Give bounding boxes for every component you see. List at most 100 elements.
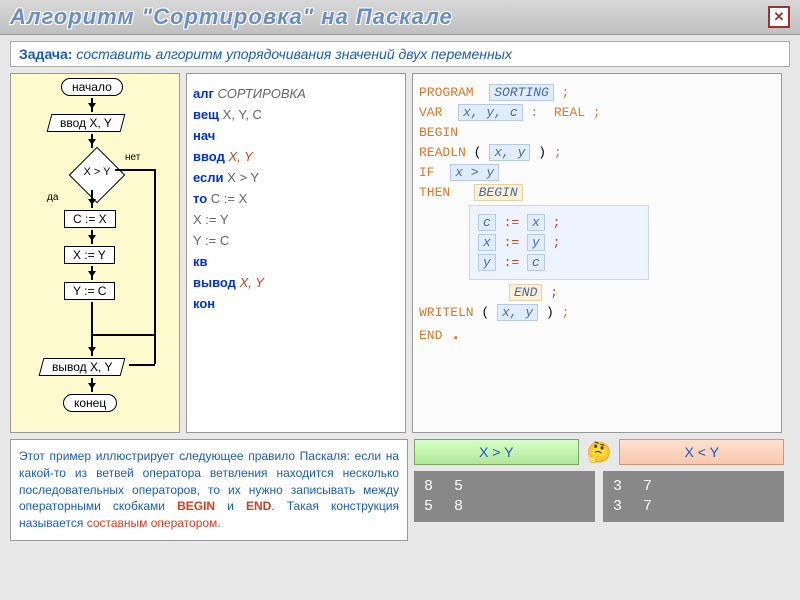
ps-args: X, Y <box>228 149 252 164</box>
pas-semi: ; <box>550 285 558 300</box>
note-text: . <box>217 516 220 530</box>
fc-arrow <box>115 169 155 171</box>
fc-arrow <box>91 266 93 280</box>
ps-kw: то <box>193 191 207 206</box>
pas-args: x, y <box>489 144 530 161</box>
pas-kw: THEN <box>419 185 450 200</box>
fc-input-text: ввод X, Y <box>60 116 112 130</box>
fc-output-text: вывод X, Y <box>52 360 112 374</box>
pas-args: x, y <box>497 304 538 321</box>
pas-line: c := x ; <box>478 215 640 230</box>
pas-kw: VAR <box>419 105 442 120</box>
button-row: X > Y 🤔 X < Y <box>414 439 784 465</box>
pas-l: c <box>478 214 496 231</box>
note-kw: составным оператором <box>87 516 218 530</box>
note-kw: END <box>246 499 271 513</box>
pas-kw: IF <box>419 165 435 180</box>
fc-arrow <box>91 230 93 244</box>
task-text: составить алгоритм упорядочивания значен… <box>76 46 512 62</box>
ps-cond: X > Y <box>227 170 259 185</box>
pas-assign: := <box>504 235 520 250</box>
fc-end: конец <box>63 394 117 412</box>
pas-assign: := <box>504 215 520 230</box>
button-x-lt-y[interactable]: X < Y <box>619 439 784 465</box>
pas-kw: READLN <box>419 145 466 160</box>
ps-kw: кон <box>193 296 215 311</box>
flowchart-panel: начало ввод X, Y X > Y да нет C := X X :… <box>10 73 180 433</box>
pas-r: y <box>527 234 545 251</box>
ps-vars: X, Y, C <box>223 107 262 122</box>
ps-line: если X > Y <box>193 170 399 185</box>
ps-line: вещ X, Y, C <box>193 107 399 122</box>
fc-arrow <box>91 378 93 392</box>
pas-kw: END <box>419 328 442 343</box>
fc-arrow <box>91 98 93 112</box>
fc-arrow <box>91 134 93 148</box>
page-title: Алгоритм "Сортировка" на Паскале <box>10 4 453 30</box>
ps-args: X, Y <box>240 275 264 290</box>
pas-semi: ; <box>553 235 561 250</box>
fc-input: ввод X, Y <box>47 114 126 132</box>
ps-line: ввод X, Y <box>193 149 399 164</box>
thinking-icon: 🤔 <box>587 440 612 465</box>
ps-line: алг СОРТИРОВКА <box>193 86 399 101</box>
pas-semi: ; <box>553 215 561 230</box>
close-button[interactable]: ✕ <box>768 6 790 28</box>
pas-semi: ; <box>554 145 562 160</box>
ps-line: кв <box>193 254 399 269</box>
pas-l: x <box>478 234 496 251</box>
output-left: 8 5 5 8 <box>414 471 595 522</box>
pas-kw: WRITELN <box>419 305 474 320</box>
pas-kw: BEGIN <box>419 125 458 140</box>
pseudocode-panel: алг СОРТИРОВКА вещ X, Y, C нач ввод X, Y… <box>186 73 406 433</box>
fc-cond-text: X > Y <box>69 166 125 178</box>
header: Алгоритм "Сортировка" на Паскале ✕ <box>0 0 800 35</box>
button-x-gt-y[interactable]: X > Y <box>414 439 579 465</box>
ps-kw: ввод <box>193 149 225 164</box>
pas-type: REAL <box>554 105 585 120</box>
fc-arrow <box>91 190 93 208</box>
fc-proc3: Y := C <box>64 282 115 300</box>
ps-kw: алг <box>193 86 214 101</box>
pas-line: VAR x, y, c : REAL ; <box>419 105 775 120</box>
note-text: и <box>215 499 246 513</box>
ps-assign: C := X <box>211 191 248 206</box>
ps-kw: если <box>193 170 224 185</box>
fc-start: начало <box>61 78 123 96</box>
main-row: начало ввод X, Y X > Y да нет C := X X :… <box>0 73 800 433</box>
fc-no-label: нет <box>125 152 140 163</box>
ps-kw: вещ <box>193 107 219 122</box>
note-kw: BEGIN <box>177 499 215 513</box>
ps-line: кон <box>193 296 399 311</box>
ps-name: СОРТИРОВКА <box>218 86 306 101</box>
task-bar: Задача: составить алгоритм упорядочивани… <box>10 41 790 67</box>
fc-proc1: C := X <box>64 210 116 228</box>
pas-kw: PROGRAM <box>419 85 474 100</box>
pas-line: IF x > y <box>419 165 775 180</box>
pas-line: END . <box>419 325 775 345</box>
ps-assign: Y := C <box>193 233 229 248</box>
task-label: Задача: <box>19 46 72 62</box>
ps-kw: кв <box>193 254 208 269</box>
ps-line: нач <box>193 128 399 143</box>
pas-line: THEN BEGIN <box>419 185 775 200</box>
fc-proc2: X := Y <box>64 246 115 264</box>
pas-assign: := <box>504 255 520 270</box>
pas-line: END ; <box>509 285 775 300</box>
pas-r: c <box>527 254 545 271</box>
pas-line: BEGIN <box>419 125 775 140</box>
output-right: 3 7 3 7 <box>603 471 784 522</box>
ps-line: вывод X, Y <box>193 275 399 290</box>
pas-semi: ; <box>593 105 601 120</box>
interactive-area: X > Y 🤔 X < Y 8 5 5 8 3 7 3 7 <box>414 439 784 541</box>
pas-dot: . <box>450 325 461 345</box>
pas-line: y := c <box>478 255 640 270</box>
fc-arrow <box>129 364 155 366</box>
ps-kw: нач <box>193 128 215 143</box>
fc-output: вывод X, Y <box>39 358 126 376</box>
pas-semi: ; <box>562 305 570 320</box>
pas-cond: x > y <box>450 164 499 181</box>
bottom-row: Этот пример иллюстрирует следующее прави… <box>0 433 800 541</box>
pas-kw: END <box>509 284 542 301</box>
pas-name: SORTING <box>489 84 554 101</box>
